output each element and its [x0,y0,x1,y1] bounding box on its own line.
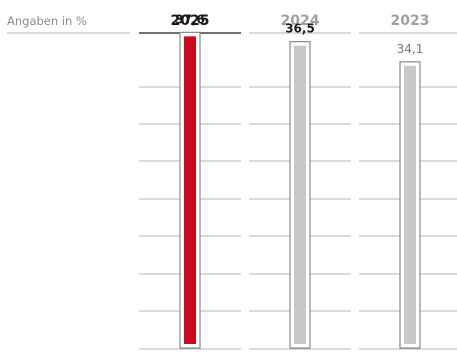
year-label-2023: 2023 [391,13,430,29]
value-label-2025: 37,6 [175,12,205,26]
bar-2023 [404,65,416,344]
year-label-2025: 2025 [171,13,210,29]
value-label-2023: 34,1 [397,42,424,56]
value-label-2024: 36,5 [285,22,315,36]
year-label-2024: 2024 [281,13,320,29]
bar-2025 [184,36,196,345]
unit-label: Angaben in % [7,14,87,28]
bars [179,31,421,349]
chart-header: Angaben in % 2025 2024 2023 [7,13,457,34]
bar-2024 [294,45,306,344]
value-labels: 37,6 36,5 34,1 [175,12,423,55]
